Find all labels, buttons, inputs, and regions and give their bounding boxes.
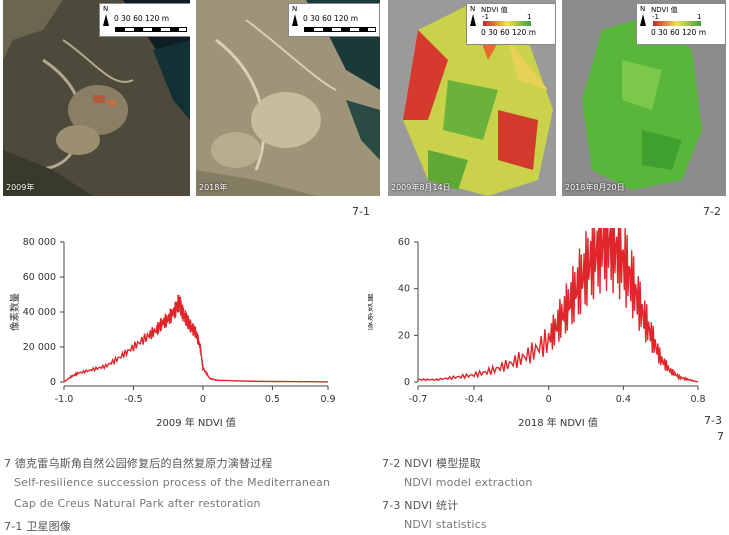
scale-legend-1: N 0 30 60 120 m bbox=[99, 3, 190, 37]
north-arrow-icon bbox=[292, 14, 298, 26]
scale-ticks: 0 30 60 120 m bbox=[651, 28, 707, 37]
satellite-photo-2009: 2009年 N 0 30 60 120 m bbox=[3, 0, 190, 196]
caption-main-en-line1: Self-resilience succession process of th… bbox=[14, 476, 331, 489]
north-arrow-icon bbox=[103, 14, 109, 26]
y-tick-label: 60 bbox=[398, 237, 410, 248]
histogram-line bbox=[417, 228, 699, 383]
y-tick-label: 40 bbox=[398, 284, 410, 295]
north-label: N bbox=[470, 5, 476, 13]
caption-7-2-en: NDVI model extraction bbox=[404, 476, 533, 489]
x-tick-label: 0 bbox=[200, 394, 206, 405]
y-tick-label: 0 bbox=[50, 377, 56, 388]
satellite-photo-2018: 2018年 N 0 30 60 120 m bbox=[196, 0, 380, 196]
ndvi-legend-title: NDVI 值 bbox=[481, 6, 508, 14]
north-label: N bbox=[640, 5, 646, 13]
x-axis-label: 2018 年 NDVI 值 bbox=[518, 416, 598, 428]
ndvi-legend-2: N NDVI 值 -1 1 0 30 60 120 m bbox=[636, 3, 726, 45]
figure-number-7-1: 7-1 bbox=[352, 205, 370, 218]
scale-ticks: 0 30 60 120 m bbox=[114, 14, 170, 23]
y-tick-label: 80 000 bbox=[23, 237, 56, 248]
ndvi-legend-1: N NDVI 值 -1 1 0 30 60 120 m bbox=[466, 3, 556, 45]
ndvi-histogram-2018: 0 20 40 60 -0.7 -0.4 0 0.4 0.8 2018 年 NDVI 值 像素数量 bbox=[368, 228, 706, 428]
caption-7-3-cn: 7-3 NDVI 统计 bbox=[382, 499, 459, 512]
x-tick-label: 0 bbox=[546, 394, 552, 405]
caption-7-3-en: NDVI statistics bbox=[404, 518, 487, 531]
x-tick-label: -0.7 bbox=[409, 394, 428, 405]
y-axis-label: 像素数量 bbox=[368, 293, 375, 332]
ndvi-gradient bbox=[653, 21, 701, 26]
scale-ticks: 0 30 60 120 m bbox=[481, 28, 537, 37]
photo-date-2009: 2009年 bbox=[6, 183, 35, 192]
photo-date-ndvi-2009: 2009年8月14日 bbox=[391, 183, 451, 192]
ndvi-map-2009: 2009年8月14日 N NDVI 值 -1 1 0 30 60 120 m bbox=[388, 0, 556, 196]
ndvi-low-label: -1 bbox=[652, 13, 659, 21]
y-tick-label: 20 000 bbox=[23, 342, 56, 353]
x-tick-label: 0.8 bbox=[690, 394, 705, 405]
y-tick-label: 40 000 bbox=[23, 307, 56, 318]
x-tick-label: 0.9 bbox=[320, 394, 335, 405]
x-tick-label: 0.4 bbox=[616, 394, 631, 405]
caption-7-2-cn: 7-2 NDVI 模型提取 bbox=[382, 457, 481, 470]
x-tick-label: -0.4 bbox=[465, 394, 484, 405]
x-axis-label: 2009 年 NDVI 值 bbox=[156, 416, 236, 428]
ndvi-map-2018: 2018年8月20日 N NDVI 值 -1 1 0 30 60 120 m bbox=[562, 0, 726, 196]
x-tick-label: -0.5 bbox=[124, 394, 143, 405]
north-label: N bbox=[103, 5, 109, 13]
ndvi-low-label: -1 bbox=[482, 13, 489, 21]
figure-number-7-3: 7-3 bbox=[704, 414, 722, 427]
ndvi-high-label: 1 bbox=[697, 13, 702, 21]
caption-main-cn: 7 德克雷乌斯角自然公园修复后的自然复原力演替过程 bbox=[4, 457, 273, 470]
north-label: N bbox=[292, 5, 298, 13]
x-tick-label: 0.5 bbox=[265, 394, 280, 405]
ndvi-map-2009-image bbox=[388, 0, 556, 196]
north-arrow-icon bbox=[640, 14, 646, 26]
photo-date-2018: 2018年 bbox=[199, 183, 228, 192]
y-tick-label: 60 000 bbox=[23, 272, 56, 283]
north-arrow-icon bbox=[470, 14, 476, 26]
x-tick-label: -1.0 bbox=[55, 394, 74, 405]
scale-ticks: 0 30 60 120 m bbox=[303, 14, 359, 23]
figure-number-page: 7 bbox=[717, 430, 724, 443]
y-axis-label: 像素数量 bbox=[9, 293, 21, 332]
scale-bar bbox=[115, 27, 187, 32]
caption-7-1: 7-1 卫星图像 bbox=[4, 520, 72, 533]
figure-number-7-2: 7-2 bbox=[703, 205, 721, 218]
scale-bar bbox=[304, 27, 376, 32]
y-tick-label: 0 bbox=[404, 377, 410, 388]
ndvi-legend-title: NDVI 值 bbox=[651, 6, 678, 14]
caption-main-en-line2: Cap de Creus Natural Park after restorat… bbox=[14, 497, 261, 510]
ndvi-high-label: 1 bbox=[527, 13, 532, 21]
ndvi-histogram-2009: 0 20 000 40 000 60 000 80 000 -1.0 -0.5 0 0.5 0.9… bbox=[9, 237, 336, 428]
y-tick-label: 20 bbox=[398, 330, 410, 341]
ndvi-gradient bbox=[483, 21, 531, 26]
scale-legend-2: N 0 30 60 120 m bbox=[288, 3, 380, 37]
histogram-line bbox=[63, 294, 328, 383]
photo-date-ndvi-2018: 2018年8月20日 bbox=[565, 183, 625, 192]
